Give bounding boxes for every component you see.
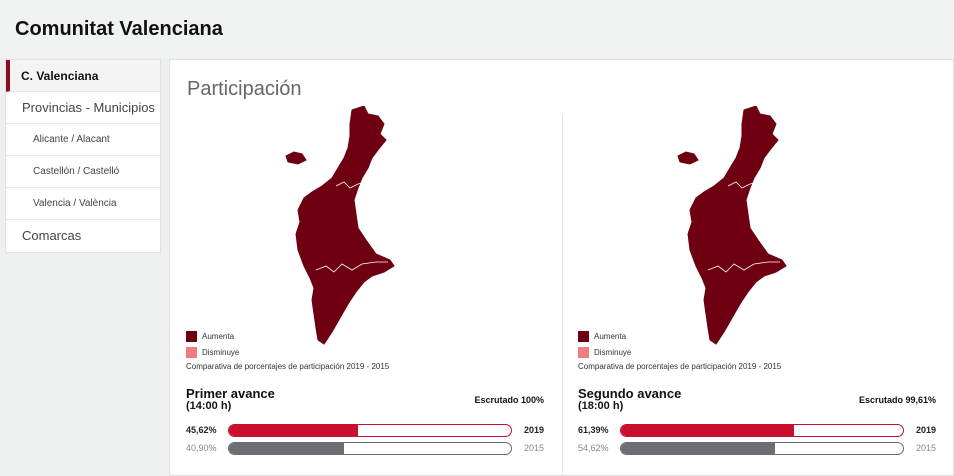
province-border-south [315,261,388,273]
legend-item-aumenta: Aumenta [186,328,239,344]
province-border-north [727,181,759,189]
participation-bar-2019: 61,39% 2019 [578,424,938,438]
avance-time: (18:00 h) [578,400,624,412]
region-map [677,106,787,345]
bar-year-current: 2019 [916,425,937,435]
sidebar-item-valencia[interactable]: Valencia / València [6,188,160,220]
bar-year-current: 2019 [524,425,545,435]
top-bar: Comunitat Valenciana [0,0,954,58]
sidebar-item-provincias-municipios[interactable]: Provincias - Municipios [6,92,160,124]
bar-pct-previous: 54,62% [578,443,609,453]
legend-item-aumenta: Aumenta [578,328,631,344]
map-legend: Aumenta Disminuye [578,328,631,360]
panel-divider [562,115,563,476]
province-border-north [335,181,367,189]
bar-track-previous [228,442,512,455]
participation-card: Participación Aumenta Disminuye Comparat… [169,59,954,476]
participation-bar-2015: 54,62% 2015 [578,442,938,456]
legend-label-up: Aumenta [594,331,627,341]
comparison-note: Comparativa de porcentajes de participac… [578,362,782,371]
sidebar-item-c-valenciana[interactable]: C. Valenciana [6,60,160,92]
bar-track-current [620,424,904,437]
comparison-note: Comparativa de porcentajes de participac… [186,362,390,371]
bar-pct-current: 61,39% [578,425,609,435]
bar-fill-current [229,425,358,436]
legend-item-disminuye: Disminuye [186,344,239,360]
primer-avance-panel: Aumenta Disminuye Comparativa de porcent… [170,60,544,476]
sidebar-item-castellon[interactable]: Castellón / Castelló [6,156,160,188]
legend-item-disminuye: Disminuye [578,344,631,360]
legend-swatch-down [578,346,589,358]
avance-title: Segundo avance [578,386,682,401]
map-legend: Aumenta Disminuye [186,328,239,360]
section-title: Participación [187,78,302,100]
bar-pct-current: 45,62% [186,425,217,435]
bar-fill-previous [621,443,776,454]
bar-fill-previous [229,443,345,454]
region-map-shape [285,106,395,345]
page-title: Comunitat Valenciana [15,18,223,40]
bar-year-previous: 2015 [916,443,937,453]
bar-year-previous: 2015 [524,443,545,453]
sidebar-item-comarcas[interactable]: Comarcas [22,228,82,243]
participation-bar-2019: 45,62% 2019 [186,424,546,438]
avance-title: Primer avance [186,386,275,401]
legend-label-down: Disminuye [594,347,632,357]
sidebar-item-alicante[interactable]: Alicante / Alacant [6,124,160,156]
segundo-avance-panel: Aumenta Disminuye Comparativa de porcent… [562,60,936,476]
escrutado-label: Escrutado 100% [474,395,544,405]
legend-label-down: Disminuye [202,347,240,357]
legend-swatch-down [186,346,197,358]
legend-swatch-up [186,330,197,342]
avance-time: (14:00 h) [186,400,232,412]
legend-label-up: Aumenta [202,331,235,341]
bar-fill-current [621,425,795,436]
bar-pct-previous: 40,90% [186,443,217,453]
region-map-shape [677,106,787,345]
sidebar-nav: C. Valenciana Provincias - Municipios Al… [5,59,161,253]
province-border-south [707,261,780,273]
participation-bar-2015: 40,90% 2015 [186,442,546,456]
bar-track-current [228,424,512,437]
bar-track-previous [620,442,904,455]
legend-swatch-up [578,330,589,342]
escrutado-label: Escrutado 99,61% [858,395,936,405]
region-map [285,106,395,345]
